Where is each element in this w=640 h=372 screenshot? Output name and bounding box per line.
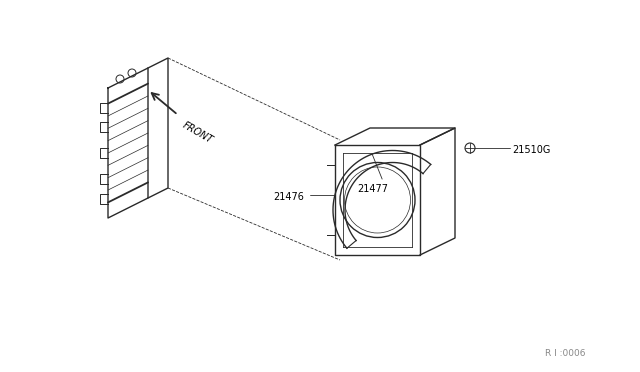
Text: FRONT: FRONT bbox=[181, 120, 215, 145]
Text: 21476: 21476 bbox=[273, 192, 304, 202]
Text: R I :0006: R I :0006 bbox=[545, 349, 586, 358]
Text: 21510G: 21510G bbox=[512, 145, 550, 155]
Text: 21477: 21477 bbox=[357, 184, 388, 194]
